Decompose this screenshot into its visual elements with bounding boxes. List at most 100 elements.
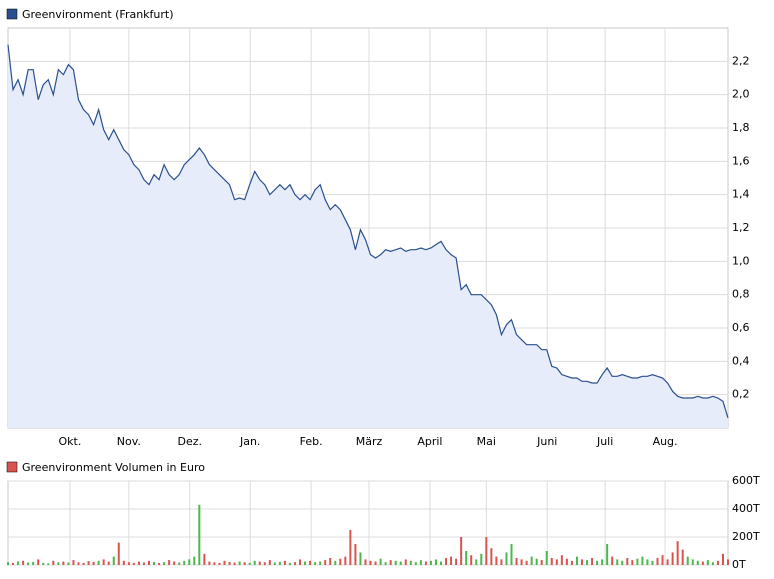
bar bbox=[168, 560, 171, 565]
bar bbox=[485, 537, 488, 565]
y-tick-label: 200T bbox=[732, 530, 760, 543]
bar bbox=[87, 561, 90, 565]
bar bbox=[193, 556, 196, 565]
x-tick-label: März bbox=[356, 435, 383, 448]
x-tick-label: Jan. bbox=[239, 435, 260, 448]
bar bbox=[475, 559, 478, 565]
bar bbox=[399, 561, 402, 565]
bar bbox=[293, 562, 296, 565]
bar bbox=[666, 559, 669, 565]
bar bbox=[142, 562, 145, 565]
bar bbox=[641, 556, 644, 565]
bar bbox=[470, 555, 473, 565]
bar bbox=[102, 559, 105, 565]
bar bbox=[495, 556, 498, 565]
bar bbox=[535, 558, 538, 565]
y-tick-label: 0,8 bbox=[732, 288, 750, 301]
bar bbox=[304, 561, 307, 565]
bar bbox=[47, 563, 50, 565]
bar bbox=[424, 561, 427, 565]
x-tick-label: Okt. bbox=[59, 435, 82, 448]
bar bbox=[163, 562, 166, 565]
x-tick-label: Juli bbox=[596, 435, 613, 448]
bar bbox=[127, 562, 130, 565]
bar bbox=[651, 560, 654, 565]
bar bbox=[92, 561, 95, 565]
bar bbox=[258, 561, 261, 565]
bar bbox=[344, 556, 347, 565]
bar bbox=[42, 562, 45, 565]
bar bbox=[278, 561, 281, 565]
bar bbox=[510, 544, 513, 565]
legend-label: Greenvironment Volumen in Euro bbox=[22, 461, 205, 474]
bar bbox=[263, 562, 266, 565]
bar bbox=[203, 553, 206, 565]
bar bbox=[505, 552, 508, 565]
bar bbox=[248, 562, 251, 565]
bar bbox=[414, 562, 417, 565]
bar bbox=[611, 556, 614, 565]
bar bbox=[329, 558, 332, 565]
bar bbox=[440, 561, 443, 565]
bar bbox=[122, 560, 125, 565]
bar bbox=[334, 560, 337, 565]
bar bbox=[218, 562, 221, 565]
bar bbox=[77, 562, 80, 565]
bar bbox=[460, 537, 463, 565]
bar bbox=[354, 544, 357, 565]
bar bbox=[404, 559, 407, 565]
bar bbox=[17, 561, 20, 565]
legend-swatch bbox=[6, 461, 18, 473]
bar bbox=[273, 562, 276, 565]
bar bbox=[701, 561, 704, 565]
bar bbox=[233, 562, 236, 565]
bar bbox=[253, 560, 256, 565]
bar bbox=[107, 561, 110, 565]
bar bbox=[364, 559, 367, 565]
bar bbox=[72, 560, 75, 565]
x-tick-label: Aug. bbox=[653, 435, 678, 448]
bar bbox=[681, 549, 684, 565]
y-tick-label: 600T bbox=[732, 474, 760, 487]
bar bbox=[601, 559, 604, 565]
bar bbox=[243, 562, 246, 565]
bar bbox=[525, 560, 528, 565]
legend-label: Greenvironment (Frankfurt) bbox=[22, 8, 174, 21]
x-tick-label: Mai bbox=[477, 435, 496, 448]
y-tick-label: 2,2 bbox=[732, 54, 750, 67]
bar bbox=[188, 559, 191, 565]
bar bbox=[646, 559, 649, 565]
bar bbox=[616, 559, 619, 565]
bar bbox=[158, 562, 161, 565]
bar bbox=[178, 562, 181, 565]
x-tick-label: Juni bbox=[536, 435, 557, 448]
bar bbox=[606, 544, 609, 565]
x-tick-label: Nov. bbox=[117, 435, 141, 448]
bar bbox=[480, 553, 483, 565]
bar bbox=[319, 561, 322, 565]
bar bbox=[62, 561, 65, 565]
bar bbox=[540, 560, 543, 565]
bar bbox=[455, 558, 458, 565]
bar bbox=[67, 562, 70, 565]
bar bbox=[691, 559, 694, 565]
bar bbox=[530, 556, 533, 565]
y-tick-label: 2,0 bbox=[732, 88, 750, 101]
bar bbox=[283, 560, 286, 565]
y-tick-label: 0,4 bbox=[732, 354, 750, 367]
bar bbox=[450, 556, 453, 565]
y-tick-label: 0,2 bbox=[732, 388, 750, 401]
y-tick-label: 1,0 bbox=[732, 254, 750, 267]
y-tick-label: 1,4 bbox=[732, 188, 750, 201]
bar bbox=[173, 561, 176, 565]
bar bbox=[223, 560, 226, 565]
plot-area bbox=[7, 480, 729, 566]
x-tick-label: April bbox=[417, 435, 442, 448]
bar bbox=[631, 560, 634, 565]
bar bbox=[409, 560, 412, 565]
bar bbox=[676, 541, 679, 565]
bar bbox=[520, 559, 523, 565]
bar bbox=[27, 562, 30, 565]
bar bbox=[591, 558, 594, 565]
